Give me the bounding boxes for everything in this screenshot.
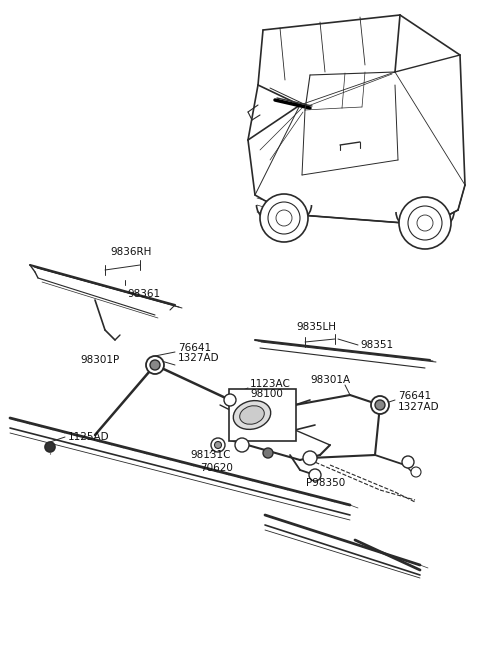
Circle shape	[417, 215, 433, 231]
Text: 98301A: 98301A	[310, 375, 350, 385]
Circle shape	[402, 456, 414, 468]
Text: 76641: 76641	[398, 391, 431, 401]
Circle shape	[303, 451, 317, 465]
Circle shape	[408, 206, 442, 240]
FancyBboxPatch shape	[229, 389, 296, 441]
Circle shape	[211, 438, 225, 452]
Circle shape	[260, 194, 308, 242]
Text: 98131C: 98131C	[190, 450, 230, 460]
Circle shape	[224, 394, 236, 406]
Circle shape	[215, 441, 221, 449]
Circle shape	[276, 210, 292, 226]
Circle shape	[268, 202, 300, 234]
Circle shape	[45, 442, 55, 452]
Text: 98100: 98100	[250, 389, 283, 399]
Text: 1327AD: 1327AD	[178, 353, 220, 363]
Circle shape	[245, 402, 255, 412]
Text: 98301P: 98301P	[80, 355, 119, 365]
Text: 76641: 76641	[178, 343, 211, 353]
Text: 1327AD: 1327AD	[398, 402, 440, 412]
Text: P98350: P98350	[306, 478, 345, 488]
Text: 9836RH: 9836RH	[110, 247, 151, 257]
Text: 1123AC: 1123AC	[250, 379, 291, 389]
Text: 70620: 70620	[200, 463, 233, 473]
Ellipse shape	[240, 405, 264, 424]
Circle shape	[146, 356, 164, 374]
Circle shape	[375, 400, 385, 410]
Circle shape	[235, 438, 249, 452]
Circle shape	[309, 469, 321, 481]
Circle shape	[399, 197, 451, 249]
Circle shape	[411, 467, 421, 477]
Ellipse shape	[233, 401, 271, 430]
Text: 98361: 98361	[127, 289, 160, 299]
Circle shape	[371, 396, 389, 414]
Circle shape	[263, 448, 273, 458]
Text: 98351: 98351	[360, 340, 393, 350]
Text: 9835LH: 9835LH	[296, 322, 336, 332]
Text: 1125AD: 1125AD	[68, 432, 109, 442]
Circle shape	[150, 360, 160, 370]
